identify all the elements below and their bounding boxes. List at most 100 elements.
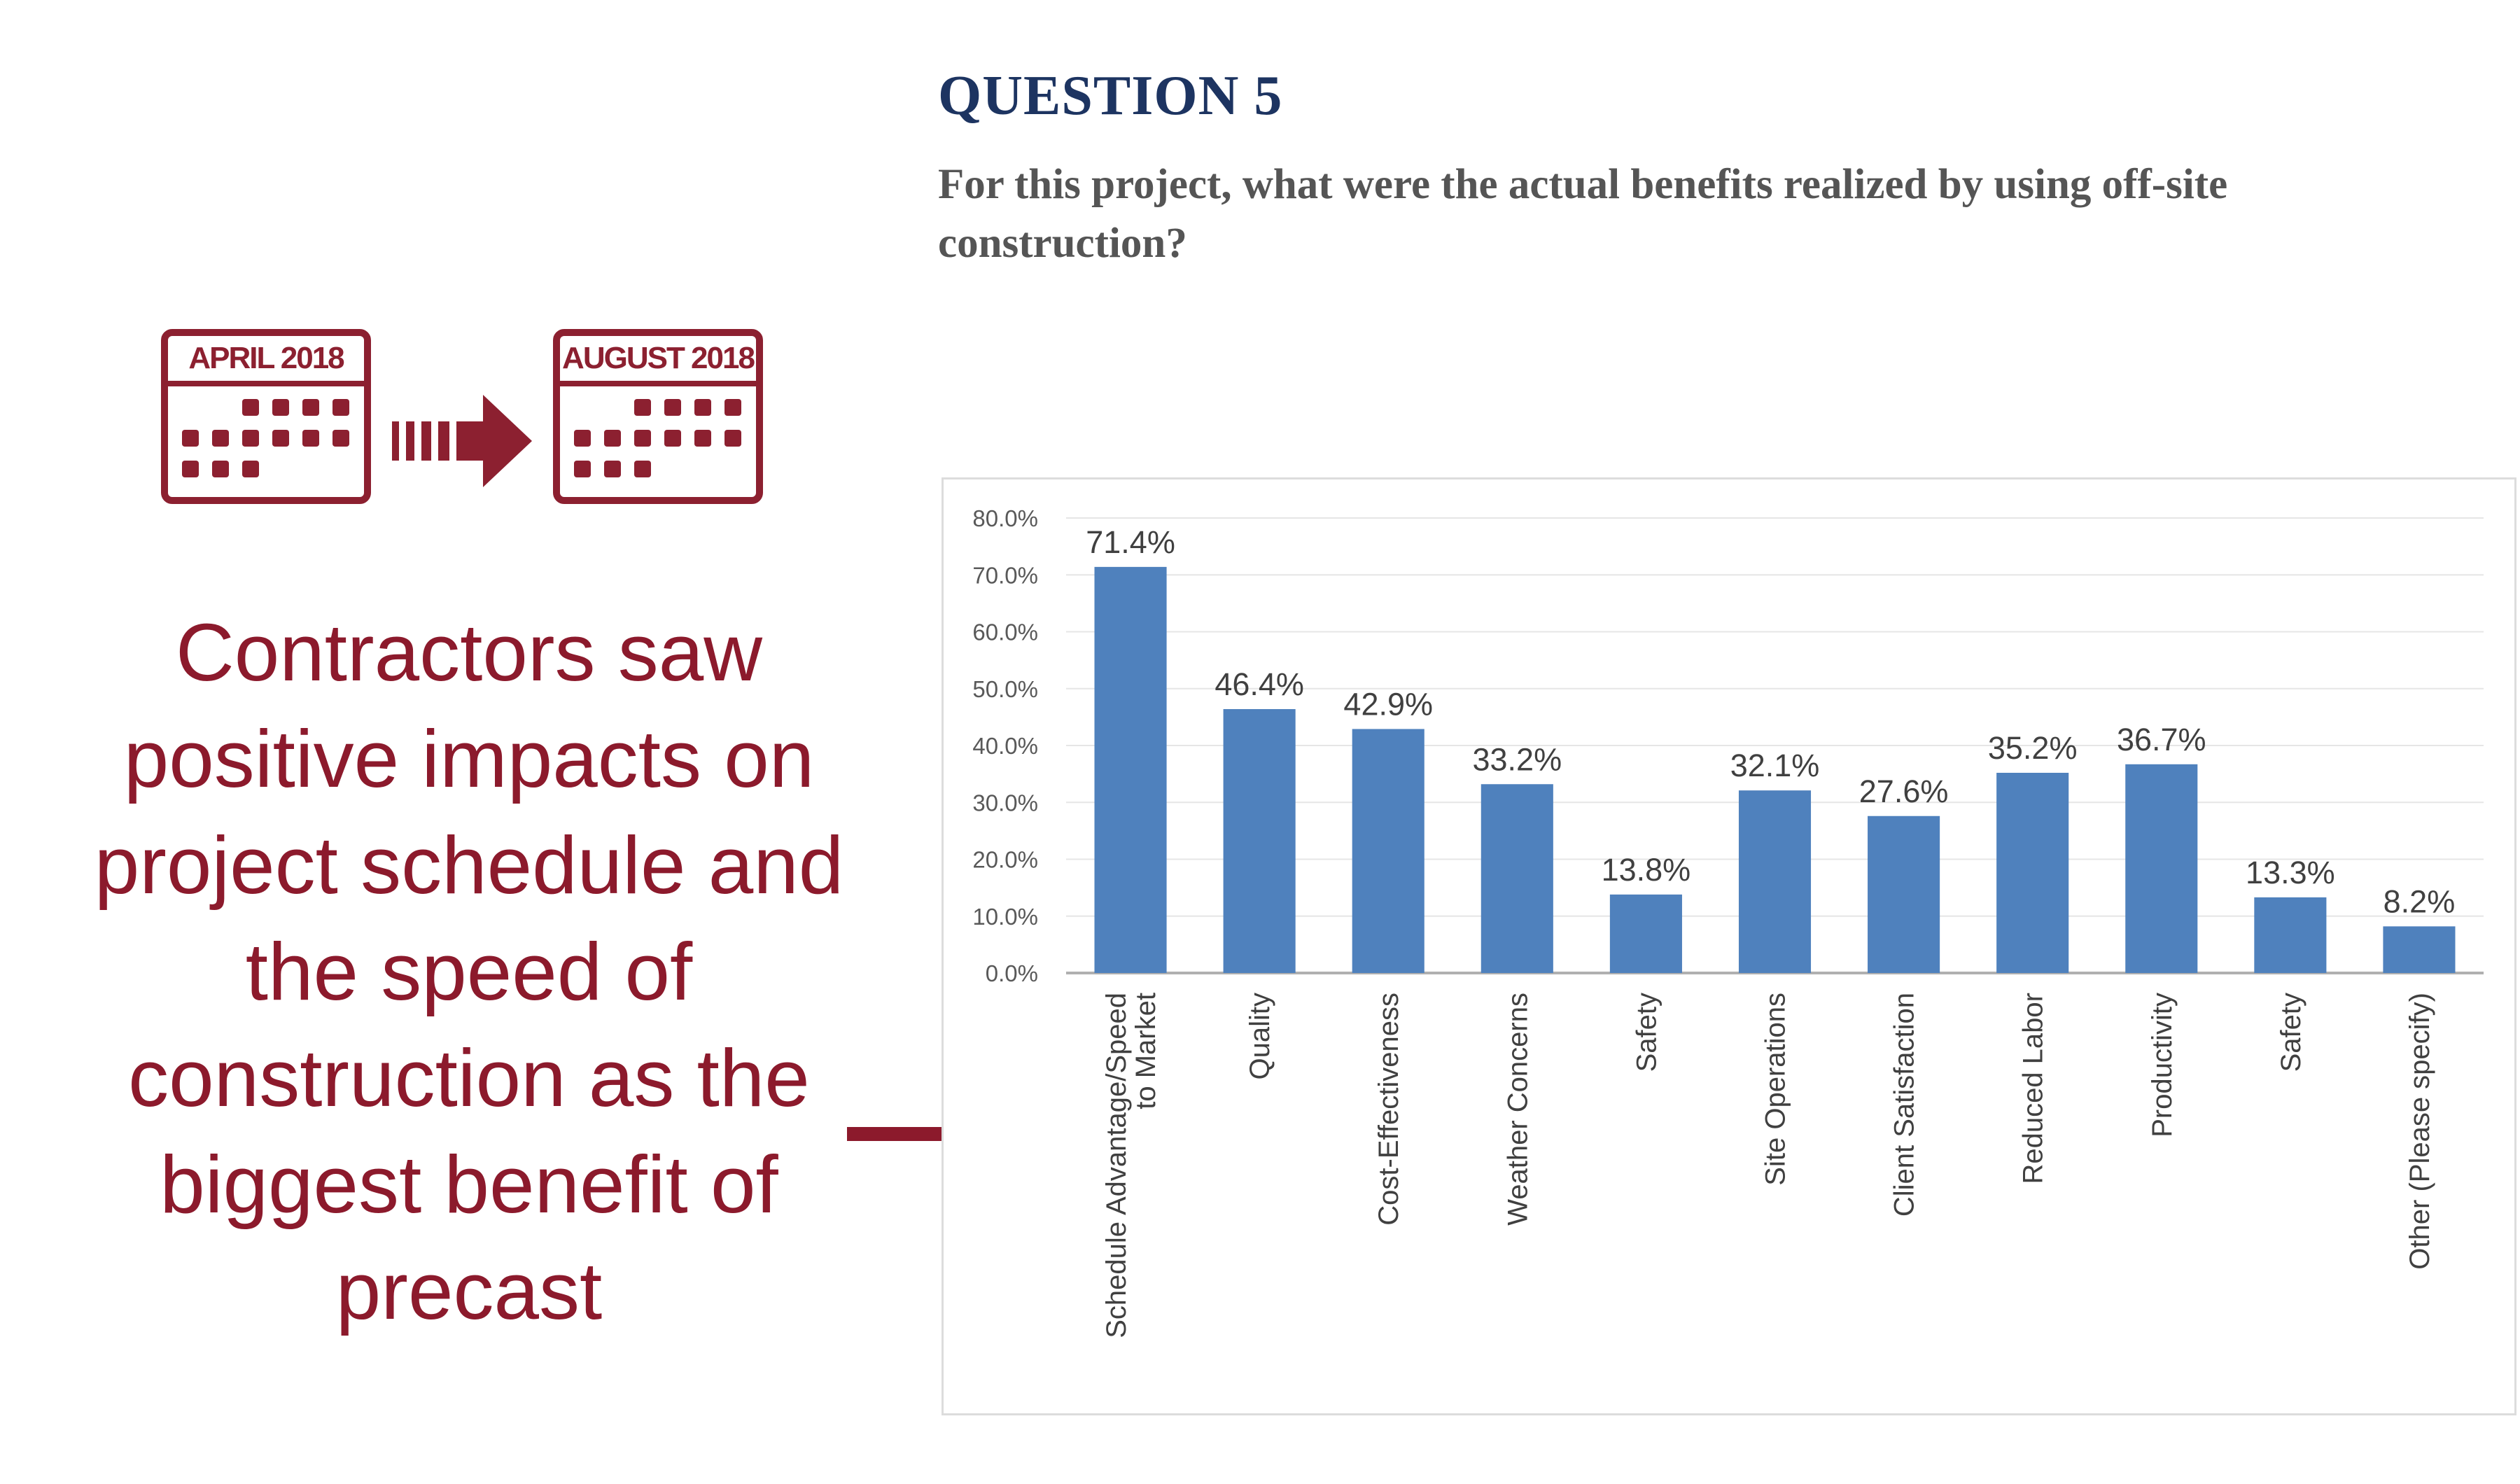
timeline-graphic: APRIL 2018 AUGUST 2018	[161, 329, 777, 511]
x-tick-label: Weather Concerns	[1502, 993, 1533, 1226]
calendar-day-dot	[302, 399, 319, 416]
calendar-from-dots	[168, 386, 364, 498]
bar-chart-canvas: 0.0% 10.0% 20.0% 30.0% 40.0% 50.0% 60.0% 70.0% 8…	[972, 505, 2484, 1338]
y-tick-label: 80.0%	[972, 505, 1038, 531]
calendar-day-dot	[664, 399, 681, 416]
calendar-day-dot	[212, 461, 229, 477]
x-tick-label: Productivity	[2147, 993, 2178, 1138]
x-tick-label: Client Satisfaction	[1889, 993, 1920, 1217]
calendar-icon: APRIL 2018	[161, 329, 371, 504]
y-tick-label: 70.0%	[972, 562, 1038, 588]
calendar-day-dot	[302, 430, 319, 447]
y-tick-label: 60.0%	[972, 620, 1038, 645]
x-tick-label: Site Operations	[1760, 993, 1791, 1186]
calendar-day-dot	[574, 461, 591, 477]
callout-line: project schedule and	[94, 820, 844, 911]
callout-line: positive impacts on	[123, 713, 815, 804]
callout-line: biggest benefit of	[160, 1139, 778, 1230]
calendar-day-dot	[604, 461, 621, 477]
bar	[2254, 897, 2327, 973]
data-label: 35.2%	[1988, 730, 2078, 766]
x-tick-label-line: Quality	[1245, 993, 1275, 1080]
x-tick-label: Safety	[2276, 993, 2306, 1072]
calendar-day-dot	[724, 399, 741, 416]
y-tick-label: 40.0%	[972, 733, 1038, 759]
x-tick-label-line: Other (Please specify)	[2404, 993, 2435, 1270]
data-label: 13.8%	[1602, 852, 1691, 888]
question-text: For this project, what were the actual b…	[938, 161, 2228, 267]
x-tick-label: Other (Please specify)	[2404, 993, 2435, 1270]
y-tick-label: 10.0%	[972, 904, 1038, 930]
calendar-day-dot	[574, 430, 591, 447]
x-tick-label-line: Weather Concerns	[1502, 993, 1533, 1226]
callout-line: the speed of	[245, 926, 693, 1017]
x-tick-label-line: Safety	[1631, 993, 1662, 1072]
bar	[1352, 729, 1424, 973]
calendar-day-dot	[242, 399, 259, 416]
bar	[2125, 764, 2198, 973]
x-tick-label-line: Client Satisfaction	[1889, 993, 1920, 1217]
calendar-day-dot	[272, 399, 289, 416]
calendar-day-dot	[242, 461, 259, 477]
calendar-day-dot	[634, 399, 651, 416]
callout-line: construction as the	[128, 1032, 810, 1124]
y-tick-label: 20.0%	[972, 847, 1038, 873]
x-tick-label-line: Site Operations	[1760, 993, 1791, 1186]
bar	[1738, 790, 1812, 973]
data-label: 32.1%	[1730, 748, 1820, 783]
x-tick-label-line: Cost-Effectiveness	[1373, 993, 1404, 1226]
calendar-to-label: AUGUST 2018	[560, 336, 756, 386]
calendar-from-label: APRIL 2018	[168, 336, 364, 386]
calendar-day-dot	[634, 461, 651, 477]
calendar-icon: AUGUST 2018	[553, 329, 763, 504]
bar	[1868, 816, 1940, 973]
data-label: 33.2%	[1473, 741, 1562, 777]
data-label: 8.2%	[2384, 883, 2456, 919]
data-label: 36.7%	[2117, 722, 2206, 757]
calendar-day-dot	[604, 430, 621, 447]
data-label: 27.6%	[1859, 774, 1949, 809]
calendar-day-dot	[212, 430, 229, 447]
x-tick-label-line: Productivity	[2147, 993, 2178, 1138]
x-tick-label-line: Reduced Labor	[2018, 993, 2049, 1184]
bar	[1223, 709, 1296, 973]
x-tick-label: Cost-Effectiveness	[1373, 993, 1404, 1226]
x-tick-label: Reduced Labor	[2018, 993, 2049, 1184]
calendar-day-dot	[182, 430, 199, 447]
y-tick-label: 0.0%	[986, 960, 1038, 986]
x-tick-label: Quality	[1245, 993, 1275, 1080]
x-tick-label: Safety	[1631, 993, 1662, 1072]
calendar-day-dot	[242, 430, 259, 447]
bar	[1094, 566, 1167, 973]
calendar-day-dot	[634, 430, 651, 447]
bar	[1480, 784, 1553, 973]
calendar-day-dot	[182, 461, 199, 477]
calendar-day-dot	[272, 430, 289, 447]
data-label: 71.4%	[1086, 524, 1175, 560]
bar-chart: 0.0% 10.0% 20.0% 30.0% 40.0% 50.0% 60.0% 70.0% 8…	[941, 477, 2516, 1415]
callout-line: precast	[335, 1245, 603, 1336]
calendar-day-dot	[664, 430, 681, 447]
callout-line: Contractors saw	[175, 607, 763, 698]
data-label: 13.3%	[2246, 855, 2335, 890]
bar	[2383, 926, 2456, 973]
data-label: 42.9%	[1343, 686, 1433, 722]
x-tick-label-line: to Market	[1130, 993, 1161, 1110]
question-title: QUESTION 5	[938, 65, 1283, 127]
calendar-day-dot	[724, 430, 741, 447]
x-tick-label-line: Schedule Advantage/Speed	[1101, 993, 1132, 1338]
calendar-day-dot	[694, 399, 711, 416]
data-label: 46.4%	[1214, 666, 1304, 702]
bar	[1609, 894, 1682, 973]
y-tick-label: 30.0%	[972, 790, 1038, 816]
bar	[1996, 773, 2069, 973]
calendar-day-dot	[332, 399, 349, 416]
x-tick-label-line: Safety	[2276, 993, 2306, 1072]
y-tick-label: 50.0%	[972, 676, 1038, 702]
calendar-day-dot	[694, 430, 711, 447]
calendar-to-dots	[560, 386, 756, 498]
calendar-day-dot	[332, 430, 349, 447]
dashed-arrow-icon	[392, 395, 532, 487]
callout-text: Contractors saw positive impacts on proj…	[42, 599, 896, 1344]
